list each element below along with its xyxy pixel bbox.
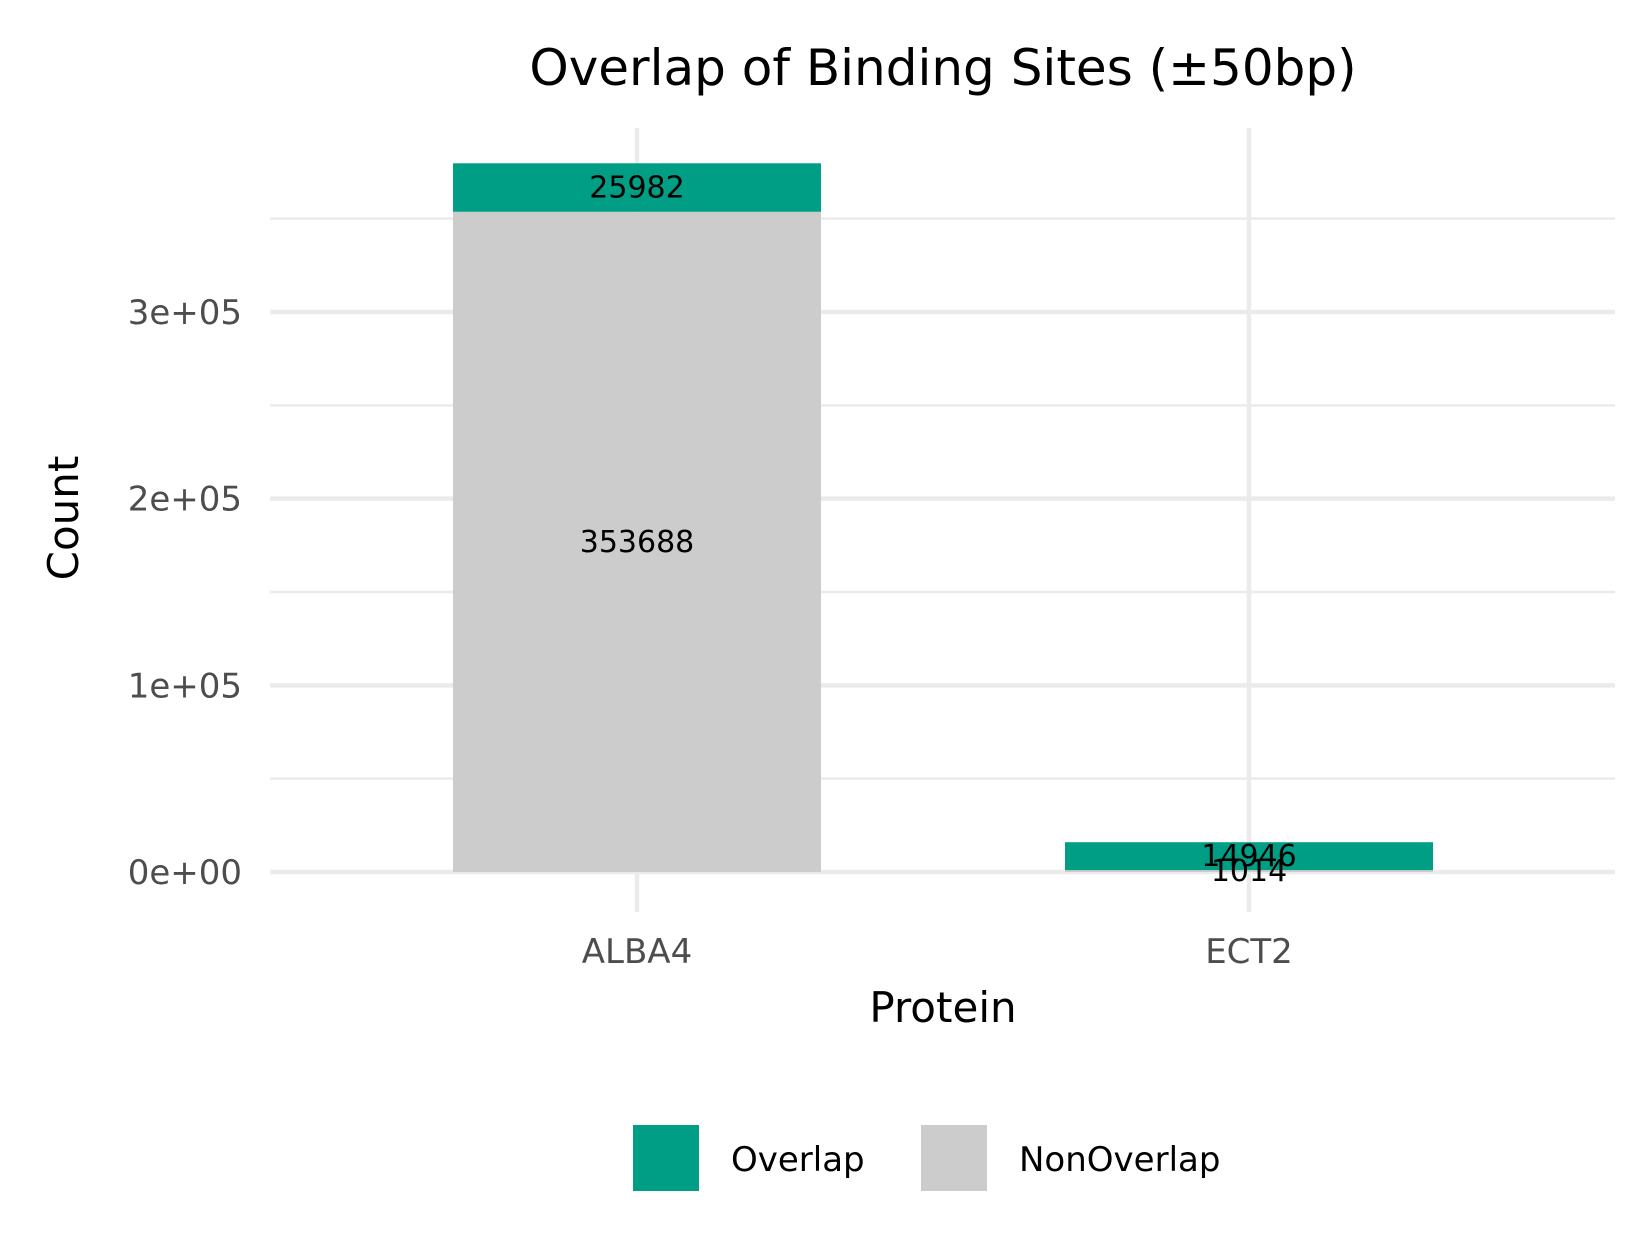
data-label: 14946 — [1201, 839, 1296, 874]
x-axis-title: Protein — [869, 983, 1016, 1032]
y-tick-label: 0e+00 — [128, 853, 242, 893]
data-label: 1014 — [1211, 854, 1287, 889]
legend-label: NonOverlap — [1019, 1140, 1220, 1180]
y-tick-label: 3e+05 — [128, 293, 242, 333]
y-axis-title: Count — [39, 456, 88, 581]
legend-label: Overlap — [731, 1140, 865, 1180]
bar-segment — [453, 163, 821, 212]
bar-segment — [1065, 870, 1433, 872]
legend: Overlap NonOverlap — [633, 1125, 1220, 1191]
chart-title: Overlap of Binding Sites (±50bp) — [529, 39, 1356, 97]
y-axis-tick-labels: 0e+00 1e+05 2e+05 3e+05 — [128, 293, 242, 893]
y-tick-label: 1e+05 — [128, 666, 242, 706]
x-axis-ticks: ALBA4 ECT2 — [582, 932, 1293, 972]
x-tick-label: ALBA4 — [582, 932, 692, 972]
x-tick-label: ECT2 — [1205, 932, 1293, 972]
y-tick-label: 2e+05 — [128, 480, 242, 520]
data-label: 353688 — [580, 525, 695, 560]
bar-segment — [1065, 842, 1433, 871]
data-label: 25982 — [589, 171, 684, 206]
legend-swatch — [633, 1125, 699, 1191]
bars — [453, 163, 1433, 872]
bar-segment — [453, 211, 821, 872]
legend-swatch — [921, 1125, 987, 1191]
